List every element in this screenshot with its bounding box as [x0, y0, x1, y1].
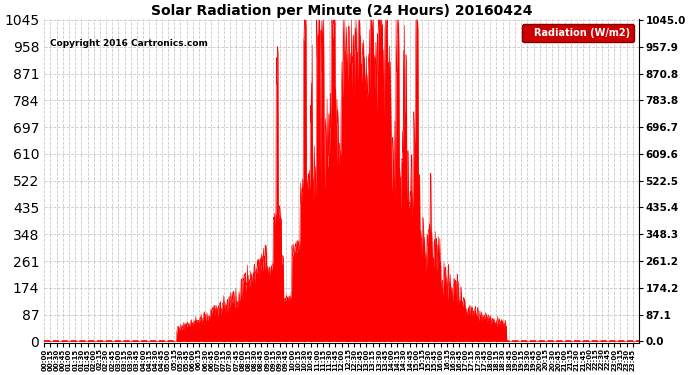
Text: Copyright 2016 Cartronics.com: Copyright 2016 Cartronics.com: [50, 39, 208, 48]
Legend: Radiation (W/m2): Radiation (W/m2): [522, 24, 633, 42]
Title: Solar Radiation per Minute (24 Hours) 20160424: Solar Radiation per Minute (24 Hours) 20…: [150, 4, 532, 18]
